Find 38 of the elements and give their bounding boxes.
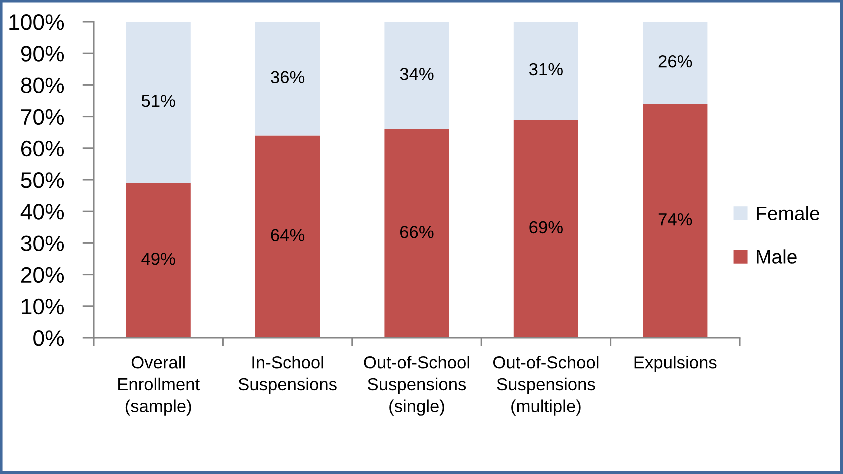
y-tick-label: 60% [21,140,64,157]
data-label: 31% [529,63,563,76]
bar [514,22,578,120]
data-label: 51% [142,95,176,108]
bar [256,136,320,338]
data-label: 74% [658,214,692,226]
x-tick-label: Expulsions [634,356,717,372]
data-label: 49% [142,252,176,266]
y-tick-label: 80% [21,78,64,94]
data-label: 36% [271,71,305,84]
y-tick-label: 100% [10,14,64,30]
x-tick-label: In-School Suspensions [238,356,337,394]
bar [384,22,450,130]
y-tick-label: 50% [21,172,64,188]
y-tick-label: 10% [22,298,64,315]
data-label: 64% [271,229,305,242]
x-tick-label: Out-of-School Suspensions (multiple) [493,356,599,416]
data-label: 69% [530,221,563,234]
bar [256,22,320,136]
data-label: 26% [658,55,692,68]
y-tick-label: 30% [21,236,64,252]
bar [126,183,191,338]
bar [643,22,708,104]
y-tick-label: 90% [21,46,64,62]
legend-label: Female [757,206,820,221]
x-tick-label: Overall Enrollment (sample) [118,356,200,416]
bar [384,129,450,338]
data-label: 34% [400,68,434,80]
y-tick-label: 0% [34,330,64,346]
bar [643,104,708,338]
x-tick-label: Out-of-School Suspensions (single) [364,356,470,416]
bar [126,22,191,184]
y-tick-label: 20% [21,267,64,284]
bar [514,120,578,338]
data-label: 66% [400,226,434,238]
legend-label: Male [757,250,797,264]
y-tick-label: 70% [21,109,64,126]
y-tick-label: 40% [20,204,64,220]
